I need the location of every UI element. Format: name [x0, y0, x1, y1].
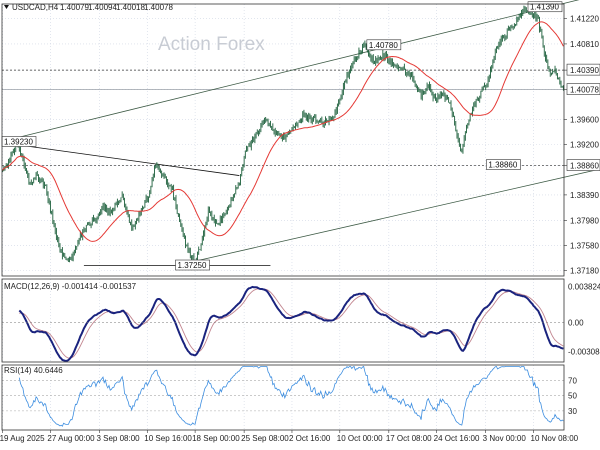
time-tick-label: 19 Aug 2025 [0, 434, 45, 443]
macd-tick-label: -0.003084 [568, 347, 600, 356]
macd-pane: 0.003824 0.00 -0.003084 MACD(12,26,9) -0.0… [2, 279, 600, 362]
price-tick-label: 1.39600 [570, 115, 599, 124]
rsi-tick-label: 50 [568, 392, 577, 401]
annotation-box [366, 39, 402, 51]
macd-tick-label: 0.00 [568, 318, 584, 327]
price-label-box [566, 83, 600, 95]
price-tick-label: 1.38860 [570, 162, 599, 171]
annotation-label: 1.37250 [178, 261, 207, 270]
annotation-label: 1.40780 [369, 41, 398, 50]
symbol-label: USDCAD,H4 [12, 3, 59, 12]
price-tick-label: 1.37180 [570, 266, 599, 275]
time-tick-label: 27 Aug 00:00 [47, 434, 95, 443]
ohlc-close: 1.40078 [144, 3, 173, 12]
trendline [181, 168, 600, 265]
macd-tick-label: 0.003824 [568, 282, 600, 291]
rsi-tick-label: 30 [568, 407, 577, 416]
price-tick-label: 1.40390 [570, 66, 599, 75]
price-tick-label: 1.41220 [570, 14, 599, 23]
rsi-gridlines [2, 365, 564, 430]
chevron-down-icon[interactable] [4, 5, 9, 9]
macd-signal-line [19, 288, 564, 359]
price-tick-label: 1.37980 [570, 216, 599, 225]
price-gridlines [2, 4, 564, 276]
price-annotations: 1.39230 1.37250 1.40780 1.41390 1.38860 [1, 1, 563, 271]
trendline [14, 143, 240, 176]
time-tick-label: 10 Sep 16:00 [144, 434, 192, 443]
time-tick-label: 10 Nov 08:00 [531, 434, 579, 443]
rsi-line [18, 365, 564, 427]
horizontal-levels [2, 69, 564, 166]
pane-frame [1, 3, 565, 277]
annotation-label: 1.39230 [4, 137, 33, 146]
rsi-series [18, 365, 564, 427]
price-tick-label: 1.40810 [570, 40, 599, 49]
macd-label: MACD(12,26,9) -0.001414 -0.001537 [4, 282, 137, 291]
pane-frame [1, 278, 565, 363]
price-tick-label: 1.40078 [570, 86, 599, 95]
price-tick-label: 1.39200 [570, 140, 599, 149]
price-pane: Action Forex 1.39230 1.37250 1.40780 1.4139… [1, 0, 600, 276]
macd-main-line [18, 285, 564, 362]
ohlc-open: 1.40079 [60, 3, 89, 12]
time-tick-label: 10 Oct 00:00 [337, 434, 383, 443]
trendlines [2, 0, 600, 266]
pane-frames [1, 3, 565, 431]
rsi-label: RSI(14) 40.6446 [4, 366, 63, 375]
moving-average-line [2, 21, 564, 242]
annotation-box [527, 1, 563, 13]
time-tick-label: 2 Oct 16:00 [289, 434, 331, 443]
time-axis: 19 Aug 2025 27 Aug 00:00 3 Sep 08:00 10 Sep… [0, 430, 579, 443]
time-tick-label: 3 Sep 08:00 [96, 434, 140, 443]
ohlc-low: 1.40018 [116, 3, 145, 12]
watermark: Action Forex [158, 34, 265, 55]
rsi-tick-label: 70 [568, 376, 577, 385]
annotation-box [486, 159, 521, 170]
price-tick-label: 1.37580 [570, 241, 599, 250]
macd-lines [18, 285, 564, 362]
time-tick-label: 24 Oct 16:00 [434, 434, 480, 443]
moving-average [2, 21, 564, 242]
price-tick-label: 1.38390 [570, 191, 599, 200]
price-label-box [566, 159, 600, 171]
ohlc-high: 1.40094 [88, 3, 117, 12]
time-tick-label: 3 Nov 00:00 [483, 434, 527, 443]
rsi-pane: 70 50 30 RSI(14) 40.6446 [2, 365, 577, 430]
chart-header: USDCAD,H4 1.40079 1.40094 1.40018 1.4007… [4, 3, 173, 12]
price-axis: 1.41220 1.40810 1.40390 1.40078 1.39600 1.392… [564, 14, 600, 275]
pane-frame [1, 364, 565, 431]
price-label-box [566, 63, 600, 76]
macd-gridlines [2, 279, 534, 362]
trendline [2, 0, 580, 142]
annotation-label: 1.41390 [530, 3, 559, 12]
annotation-label: 1.38860 [488, 161, 517, 170]
time-tick-label: 18 Sep 00:00 [192, 434, 240, 443]
annotation-box [175, 259, 210, 271]
time-tick-label: 25 Sep 08:00 [241, 434, 289, 443]
rsi-axis: 70 50 30 [568, 376, 577, 416]
candlesticks [2, 5, 564, 265]
time-tick-label: 17 Oct 08:00 [386, 434, 432, 443]
macd-axis: 0.003824 0.00 -0.003084 [2, 282, 600, 356]
